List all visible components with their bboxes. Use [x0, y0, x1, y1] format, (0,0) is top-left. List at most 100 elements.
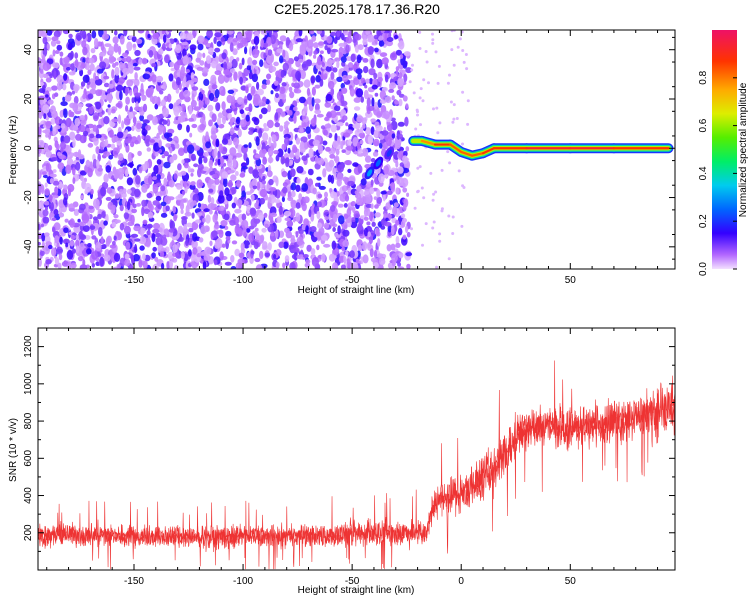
noise-blob [135, 38, 143, 44]
noise-blob [142, 103, 148, 113]
noise-blob [329, 153, 336, 159]
noise-blob [398, 98, 403, 107]
noise-blob [393, 34, 399, 40]
noise-blob [197, 35, 205, 44]
noise-blob [168, 43, 172, 49]
noise-blob [233, 137, 240, 146]
noise-blob [186, 33, 194, 41]
noise-blob [437, 64, 441, 68]
noise-blob [298, 58, 304, 63]
noise-blob [216, 117, 222, 126]
noise-blob [140, 227, 146, 234]
noise-blob [154, 103, 159, 110]
noise-blob [250, 194, 255, 202]
noise-blob [385, 202, 391, 210]
noise-blob [446, 150, 450, 154]
noise-blob [370, 257, 377, 263]
noise-blob [201, 90, 205, 95]
noise-blob [132, 167, 138, 176]
noise-blob [326, 111, 332, 119]
noise-blob [68, 109, 72, 118]
noise-blob [452, 63, 456, 67]
noise-blob [274, 199, 281, 204]
noise-blob [182, 48, 187, 58]
noise-blob [244, 99, 248, 104]
noise-blob [56, 246, 63, 255]
noise-blob [133, 225, 141, 232]
noise-blob [89, 63, 95, 72]
noise-blob [243, 239, 251, 249]
noise-blob [155, 237, 163, 246]
noise-blob [347, 62, 354, 69]
noise-blob [405, 146, 410, 152]
noise-blob [403, 51, 411, 57]
noise-blob [377, 76, 383, 83]
noise-blob [48, 244, 53, 250]
noise-blob [217, 74, 225, 84]
noise-blob [231, 186, 237, 195]
noise-blob [72, 177, 76, 185]
noise-blob [451, 215, 455, 219]
noise-blob [81, 62, 86, 69]
noise-blob [456, 45, 460, 49]
noise-blob [324, 123, 332, 129]
noise-blob [376, 253, 384, 259]
noise-blob [318, 144, 323, 155]
noise-blob [323, 129, 329, 136]
noise-blob [324, 116, 330, 122]
noise-blob [183, 89, 191, 98]
noise-blob [364, 127, 372, 135]
noise-blob [402, 218, 407, 223]
noise-blob [200, 226, 207, 235]
noise-blob [138, 166, 143, 174]
ridge-blob-core [375, 159, 381, 167]
noise-blob [107, 160, 111, 167]
noise-blob [160, 212, 168, 218]
noise-blob [191, 86, 199, 91]
noise-blob [51, 110, 58, 119]
noise-blob [54, 186, 59, 196]
noise-blob [127, 163, 134, 167]
noise-blob [232, 48, 238, 56]
noise-blob [379, 90, 387, 100]
noise-blob [256, 181, 261, 191]
noise-blob [329, 31, 337, 37]
noise-blob [98, 226, 103, 237]
noise-blob [327, 174, 332, 183]
noise-blob [82, 225, 90, 233]
noise-blob [177, 163, 182, 171]
noise-blob [275, 176, 279, 187]
noise-blob [84, 235, 91, 240]
noise-blob [312, 187, 317, 195]
noise-blob [165, 143, 172, 148]
noise-blob [80, 81, 86, 87]
noise-blob [89, 133, 95, 139]
noise-blob [75, 245, 80, 254]
noise-blob [123, 30, 128, 37]
noise-blob [142, 260, 148, 269]
noise-blob [397, 121, 405, 127]
noise-blob [285, 120, 289, 128]
noise-blob [370, 58, 375, 69]
noise-blob [331, 48, 339, 53]
noise-blob [69, 240, 75, 247]
noise-blob [132, 203, 137, 209]
noise-blob [214, 224, 220, 229]
noise-blob [217, 150, 221, 160]
noise-blob [139, 114, 145, 122]
noise-blob [367, 135, 374, 145]
noise-blob [262, 241, 268, 250]
noise-blob [295, 202, 301, 209]
noise-blob [58, 253, 63, 261]
noise-blob [296, 236, 304, 246]
noise-blob [391, 133, 396, 139]
noise-blob [169, 61, 175, 68]
noise-blob [204, 97, 210, 105]
noise-blob [248, 127, 255, 132]
noise-blob [359, 140, 364, 145]
noise-blob [56, 44, 63, 51]
noise-blob [282, 49, 286, 58]
noise-blob [75, 234, 79, 240]
noise-blob [126, 201, 131, 211]
noise-blob [49, 73, 53, 79]
